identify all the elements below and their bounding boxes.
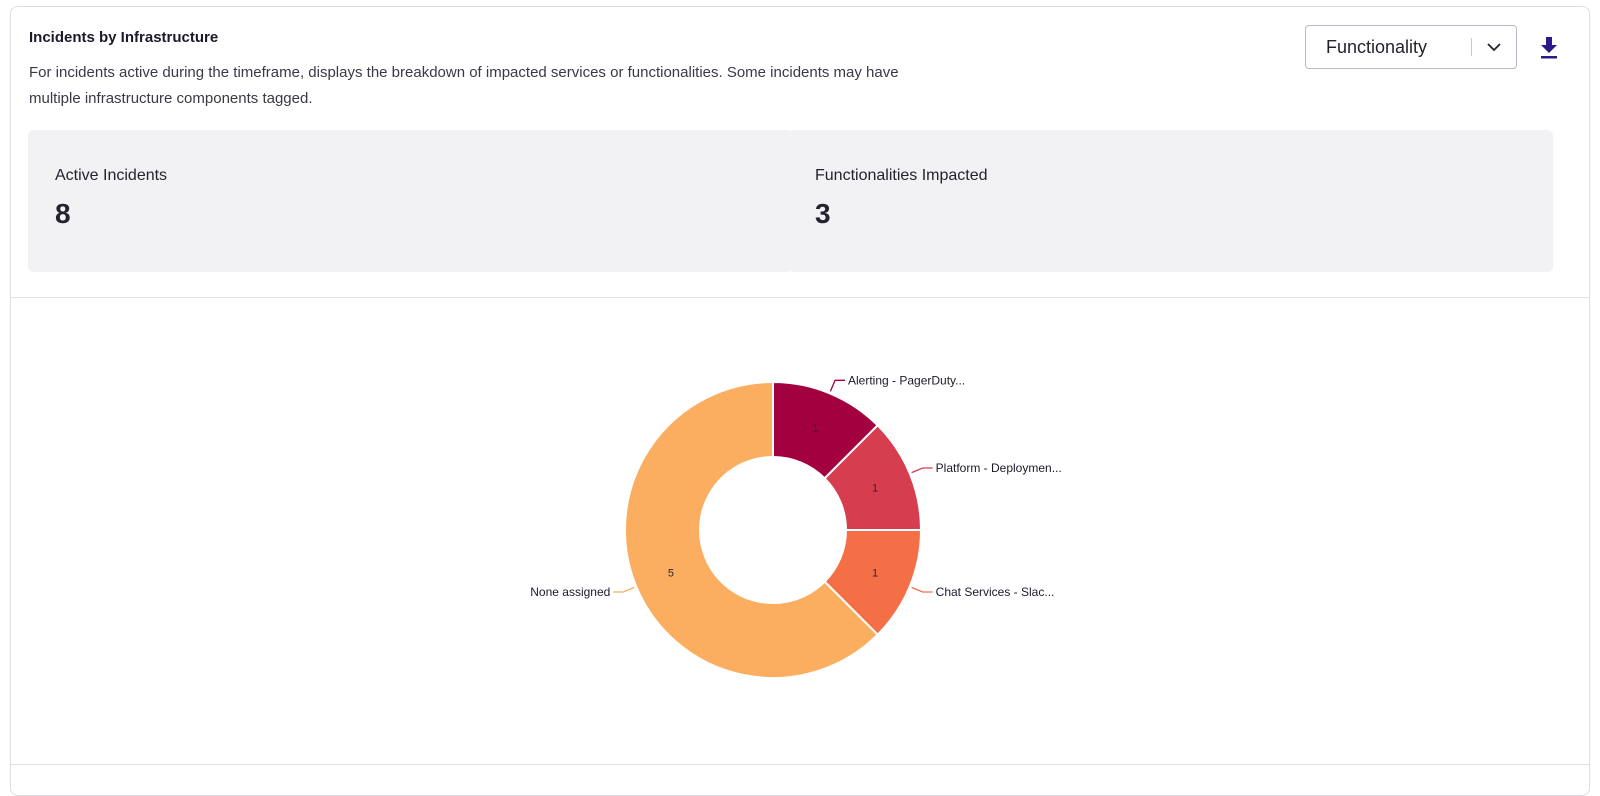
select-divider bbox=[1471, 38, 1472, 56]
stat-value: 3 bbox=[815, 198, 831, 229]
slice-leader-line bbox=[829, 379, 845, 392]
slice-value-label: 5 bbox=[668, 567, 674, 579]
donut-slice[interactable] bbox=[624, 381, 879, 679]
stat-label: Functionalities Impacted bbox=[815, 167, 988, 184]
slice-leader-line bbox=[911, 586, 933, 593]
slice-label: Alerting - PagerDuty... bbox=[848, 373, 965, 387]
stat-label: Active Incidents bbox=[55, 167, 168, 184]
chevron-down-icon[interactable] bbox=[1472, 25, 1516, 69]
slice-label: None assigned bbox=[530, 585, 610, 599]
section-divider bbox=[11, 297, 1589, 298]
incidents-by-infrastructure-card: Incidents by Infrastructure For incident… bbox=[10, 6, 1590, 796]
slice-label: Platform - Deploymen... bbox=[936, 461, 1062, 475]
card-title: Incidents by Infrastructure bbox=[29, 29, 219, 46]
donut-chart: 1 Alerting - PagerDuty... 1 Platform - Depl… bbox=[530, 373, 1062, 679]
section-divider bbox=[11, 764, 1589, 765]
stat-card-functionalities-impacted: Functionalities Impacted 3 bbox=[788, 130, 1553, 272]
group-by-select[interactable]: Functionality bbox=[1305, 25, 1517, 69]
slice-value-label: 1 bbox=[812, 423, 818, 435]
stat-value: 8 bbox=[55, 198, 71, 229]
slice-label: Chat Services - Slac... bbox=[936, 585, 1055, 599]
download-icon[interactable] bbox=[1536, 33, 1562, 63]
stat-card-active-incidents: Active Incidents 8 bbox=[28, 130, 793, 272]
slice-value-label: 1 bbox=[872, 483, 878, 495]
card-description: For incidents active during the timefram… bbox=[29, 64, 899, 107]
group-by-select-value: Functionality bbox=[1326, 36, 1428, 57]
slice-leader-line bbox=[911, 467, 933, 474]
slice-leader-line bbox=[613, 586, 635, 593]
slice-value-label: 1 bbox=[872, 567, 878, 579]
